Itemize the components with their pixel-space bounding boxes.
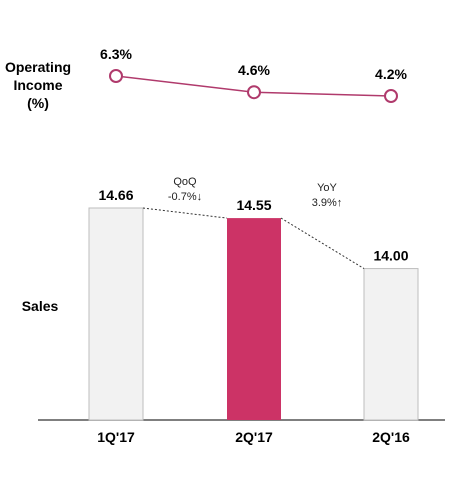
- change-annotation-0-1: -0.7%↓: [168, 191, 202, 203]
- bar-value-label-1: 14.55: [236, 197, 271, 213]
- bar-2: [363, 268, 419, 421]
- bar-connector-1: [280, 217, 365, 269]
- bar-value-label-2: 14.00: [373, 248, 408, 264]
- x-tick-label-2: 2Q'16: [372, 429, 410, 445]
- line-ylabel-1: Operating: [5, 59, 71, 75]
- chart-marks: 14.66 1Q'17 14.55 2Q'17 14.00 2Q'16 QoQ -0.7%↓ Y…: [88, 46, 419, 445]
- line-point-2: [384, 89, 398, 103]
- change-annotation-1-0: YoY: [317, 182, 337, 194]
- x-tick-label-0: 1Q'17: [97, 429, 135, 445]
- bar-0: [88, 207, 144, 421]
- line-value-label-0: 6.3%: [100, 46, 132, 62]
- change-annotation-0-0: QoQ: [173, 176, 197, 188]
- line-value-label-1: 4.6%: [238, 62, 270, 78]
- x-tick-label-1: 2Q'17: [235, 429, 273, 445]
- bar-connector-0: [142, 207, 228, 219]
- line-ylabel-3: (%): [27, 95, 49, 111]
- line-ylabel-2: Income: [13, 77, 62, 93]
- line-point-1: [247, 85, 261, 100]
- bar-value-label-0: 14.66: [98, 187, 133, 203]
- bar-ylabel: Sales: [22, 298, 59, 314]
- line-point-0: [109, 69, 123, 83]
- bar-1: [227, 218, 281, 420]
- line-value-label-2: 4.2%: [375, 66, 407, 82]
- change-annotation-1-1: 3.9%↑: [312, 197, 343, 209]
